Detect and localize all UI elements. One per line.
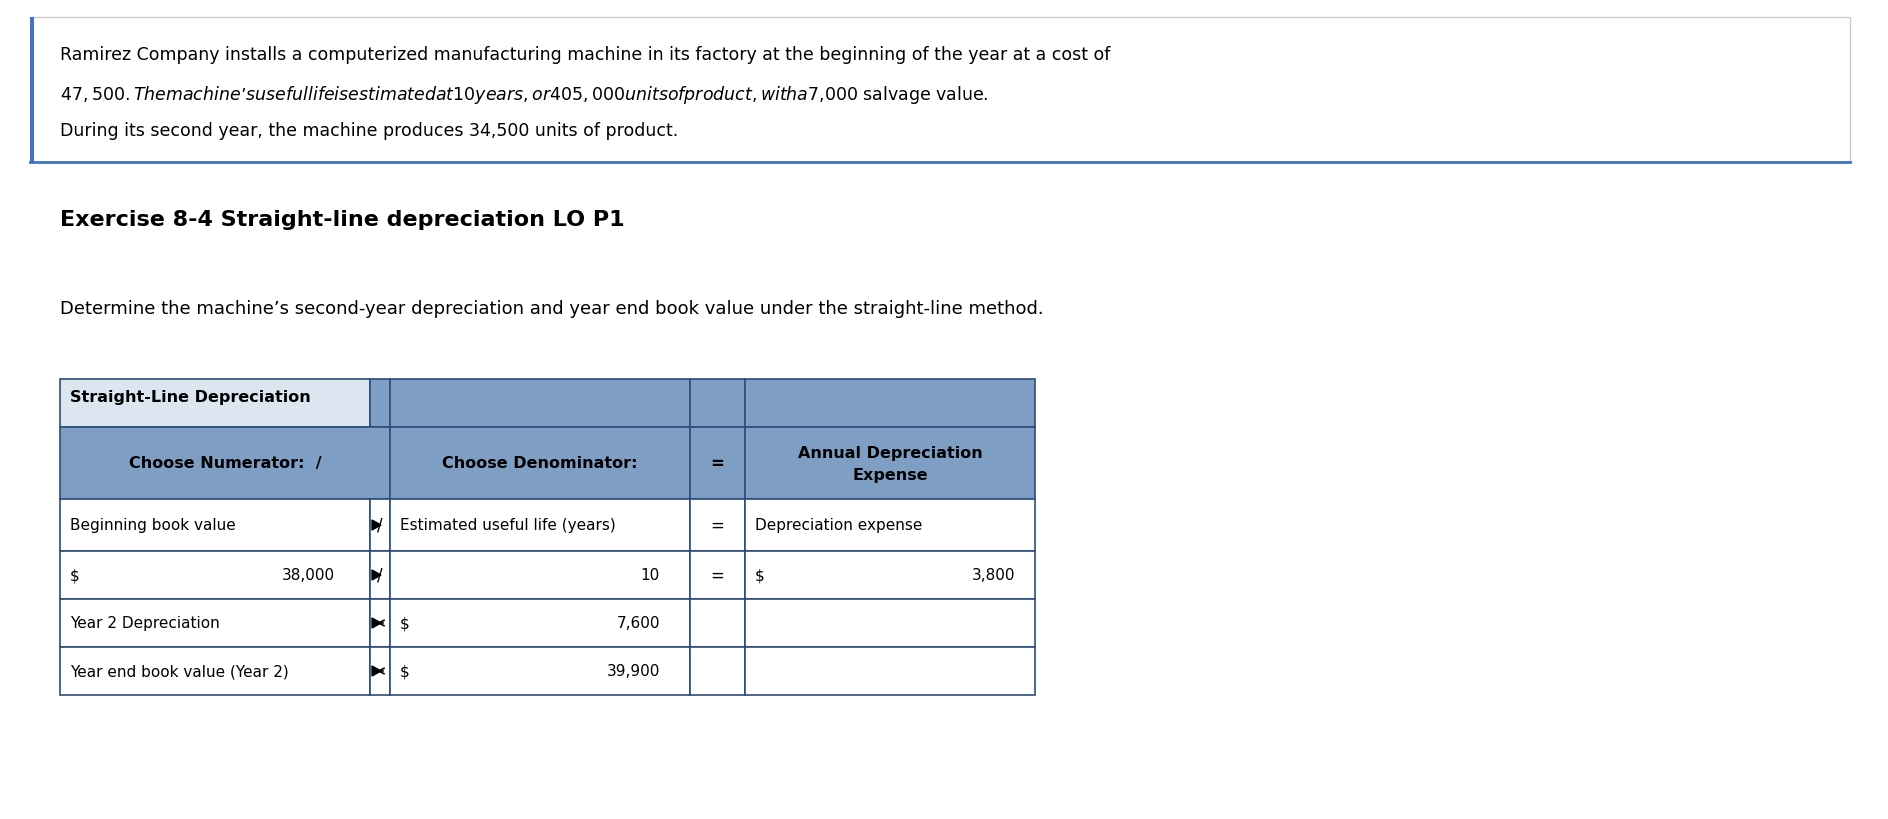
Text: 38,000: 38,000 xyxy=(281,568,334,583)
FancyBboxPatch shape xyxy=(60,647,370,695)
Text: Choose Numerator:  /: Choose Numerator: / xyxy=(128,456,321,471)
Text: Exercise 8-4 Straight-line depreciation LO P1: Exercise 8-4 Straight-line depreciation … xyxy=(60,210,625,229)
FancyBboxPatch shape xyxy=(391,551,689,600)
FancyBboxPatch shape xyxy=(60,551,370,600)
Text: /: / xyxy=(378,516,383,534)
Text: $: $ xyxy=(70,568,79,583)
Text: Year 2 Depreciation: Year 2 Depreciation xyxy=(70,616,219,631)
FancyBboxPatch shape xyxy=(370,379,391,428)
FancyBboxPatch shape xyxy=(30,18,1850,163)
Polygon shape xyxy=(372,618,381,628)
FancyBboxPatch shape xyxy=(370,551,391,600)
FancyBboxPatch shape xyxy=(391,647,689,695)
FancyBboxPatch shape xyxy=(689,551,746,600)
Text: $: $ xyxy=(755,568,765,583)
Text: Beginning book value: Beginning book value xyxy=(70,518,236,533)
FancyBboxPatch shape xyxy=(370,600,391,647)
Text: Determine the machine’s second-year depreciation and year end book value under t: Determine the machine’s second-year depr… xyxy=(60,300,1044,318)
Text: 7,600: 7,600 xyxy=(617,616,661,631)
Text: =: = xyxy=(710,455,723,473)
Text: $47,500. The machine’s useful life is estimated at 10 years, or 405,000 units of: $47,500. The machine’s useful life is es… xyxy=(60,84,989,106)
Text: Choose Denominator:: Choose Denominator: xyxy=(442,456,638,471)
FancyBboxPatch shape xyxy=(391,600,689,647)
FancyBboxPatch shape xyxy=(689,428,746,500)
Text: Year end book value (Year 2): Year end book value (Year 2) xyxy=(70,663,289,679)
FancyBboxPatch shape xyxy=(689,379,746,428)
FancyBboxPatch shape xyxy=(391,428,689,500)
Text: 10: 10 xyxy=(640,568,661,583)
FancyBboxPatch shape xyxy=(370,647,391,695)
FancyBboxPatch shape xyxy=(746,551,1035,600)
Text: Straight-Line Depreciation: Straight-Line Depreciation xyxy=(70,390,312,405)
FancyBboxPatch shape xyxy=(370,500,391,551)
Text: =: = xyxy=(710,566,723,584)
FancyBboxPatch shape xyxy=(689,600,746,647)
Text: =: = xyxy=(710,516,723,534)
FancyBboxPatch shape xyxy=(60,500,370,551)
FancyBboxPatch shape xyxy=(746,600,1035,647)
Text: $: $ xyxy=(400,616,410,631)
Text: 39,900: 39,900 xyxy=(606,663,661,679)
Text: Annual Depreciation: Annual Depreciation xyxy=(797,446,982,461)
Polygon shape xyxy=(372,666,381,676)
Polygon shape xyxy=(372,520,381,531)
FancyBboxPatch shape xyxy=(689,647,746,695)
Text: Expense: Expense xyxy=(851,468,927,483)
FancyBboxPatch shape xyxy=(689,500,746,551)
Polygon shape xyxy=(372,570,381,581)
FancyBboxPatch shape xyxy=(391,379,689,428)
FancyBboxPatch shape xyxy=(391,500,689,551)
Text: $: $ xyxy=(400,663,410,679)
Text: During its second year, the machine produces 34,500 units of product.: During its second year, the machine prod… xyxy=(60,122,678,140)
FancyBboxPatch shape xyxy=(30,18,34,163)
FancyBboxPatch shape xyxy=(746,379,1035,428)
FancyBboxPatch shape xyxy=(746,647,1035,695)
Text: Estimated useful life (years): Estimated useful life (years) xyxy=(400,518,615,533)
FancyBboxPatch shape xyxy=(60,379,370,428)
Text: Depreciation expense: Depreciation expense xyxy=(755,518,923,533)
FancyBboxPatch shape xyxy=(746,500,1035,551)
FancyBboxPatch shape xyxy=(60,428,391,500)
FancyBboxPatch shape xyxy=(60,600,370,647)
Text: 3,800: 3,800 xyxy=(972,568,1016,583)
FancyBboxPatch shape xyxy=(746,428,1035,500)
Text: /: / xyxy=(378,566,383,584)
Text: Ramirez Company installs a computerized manufacturing machine in its factory at : Ramirez Company installs a computerized … xyxy=(60,46,1110,64)
